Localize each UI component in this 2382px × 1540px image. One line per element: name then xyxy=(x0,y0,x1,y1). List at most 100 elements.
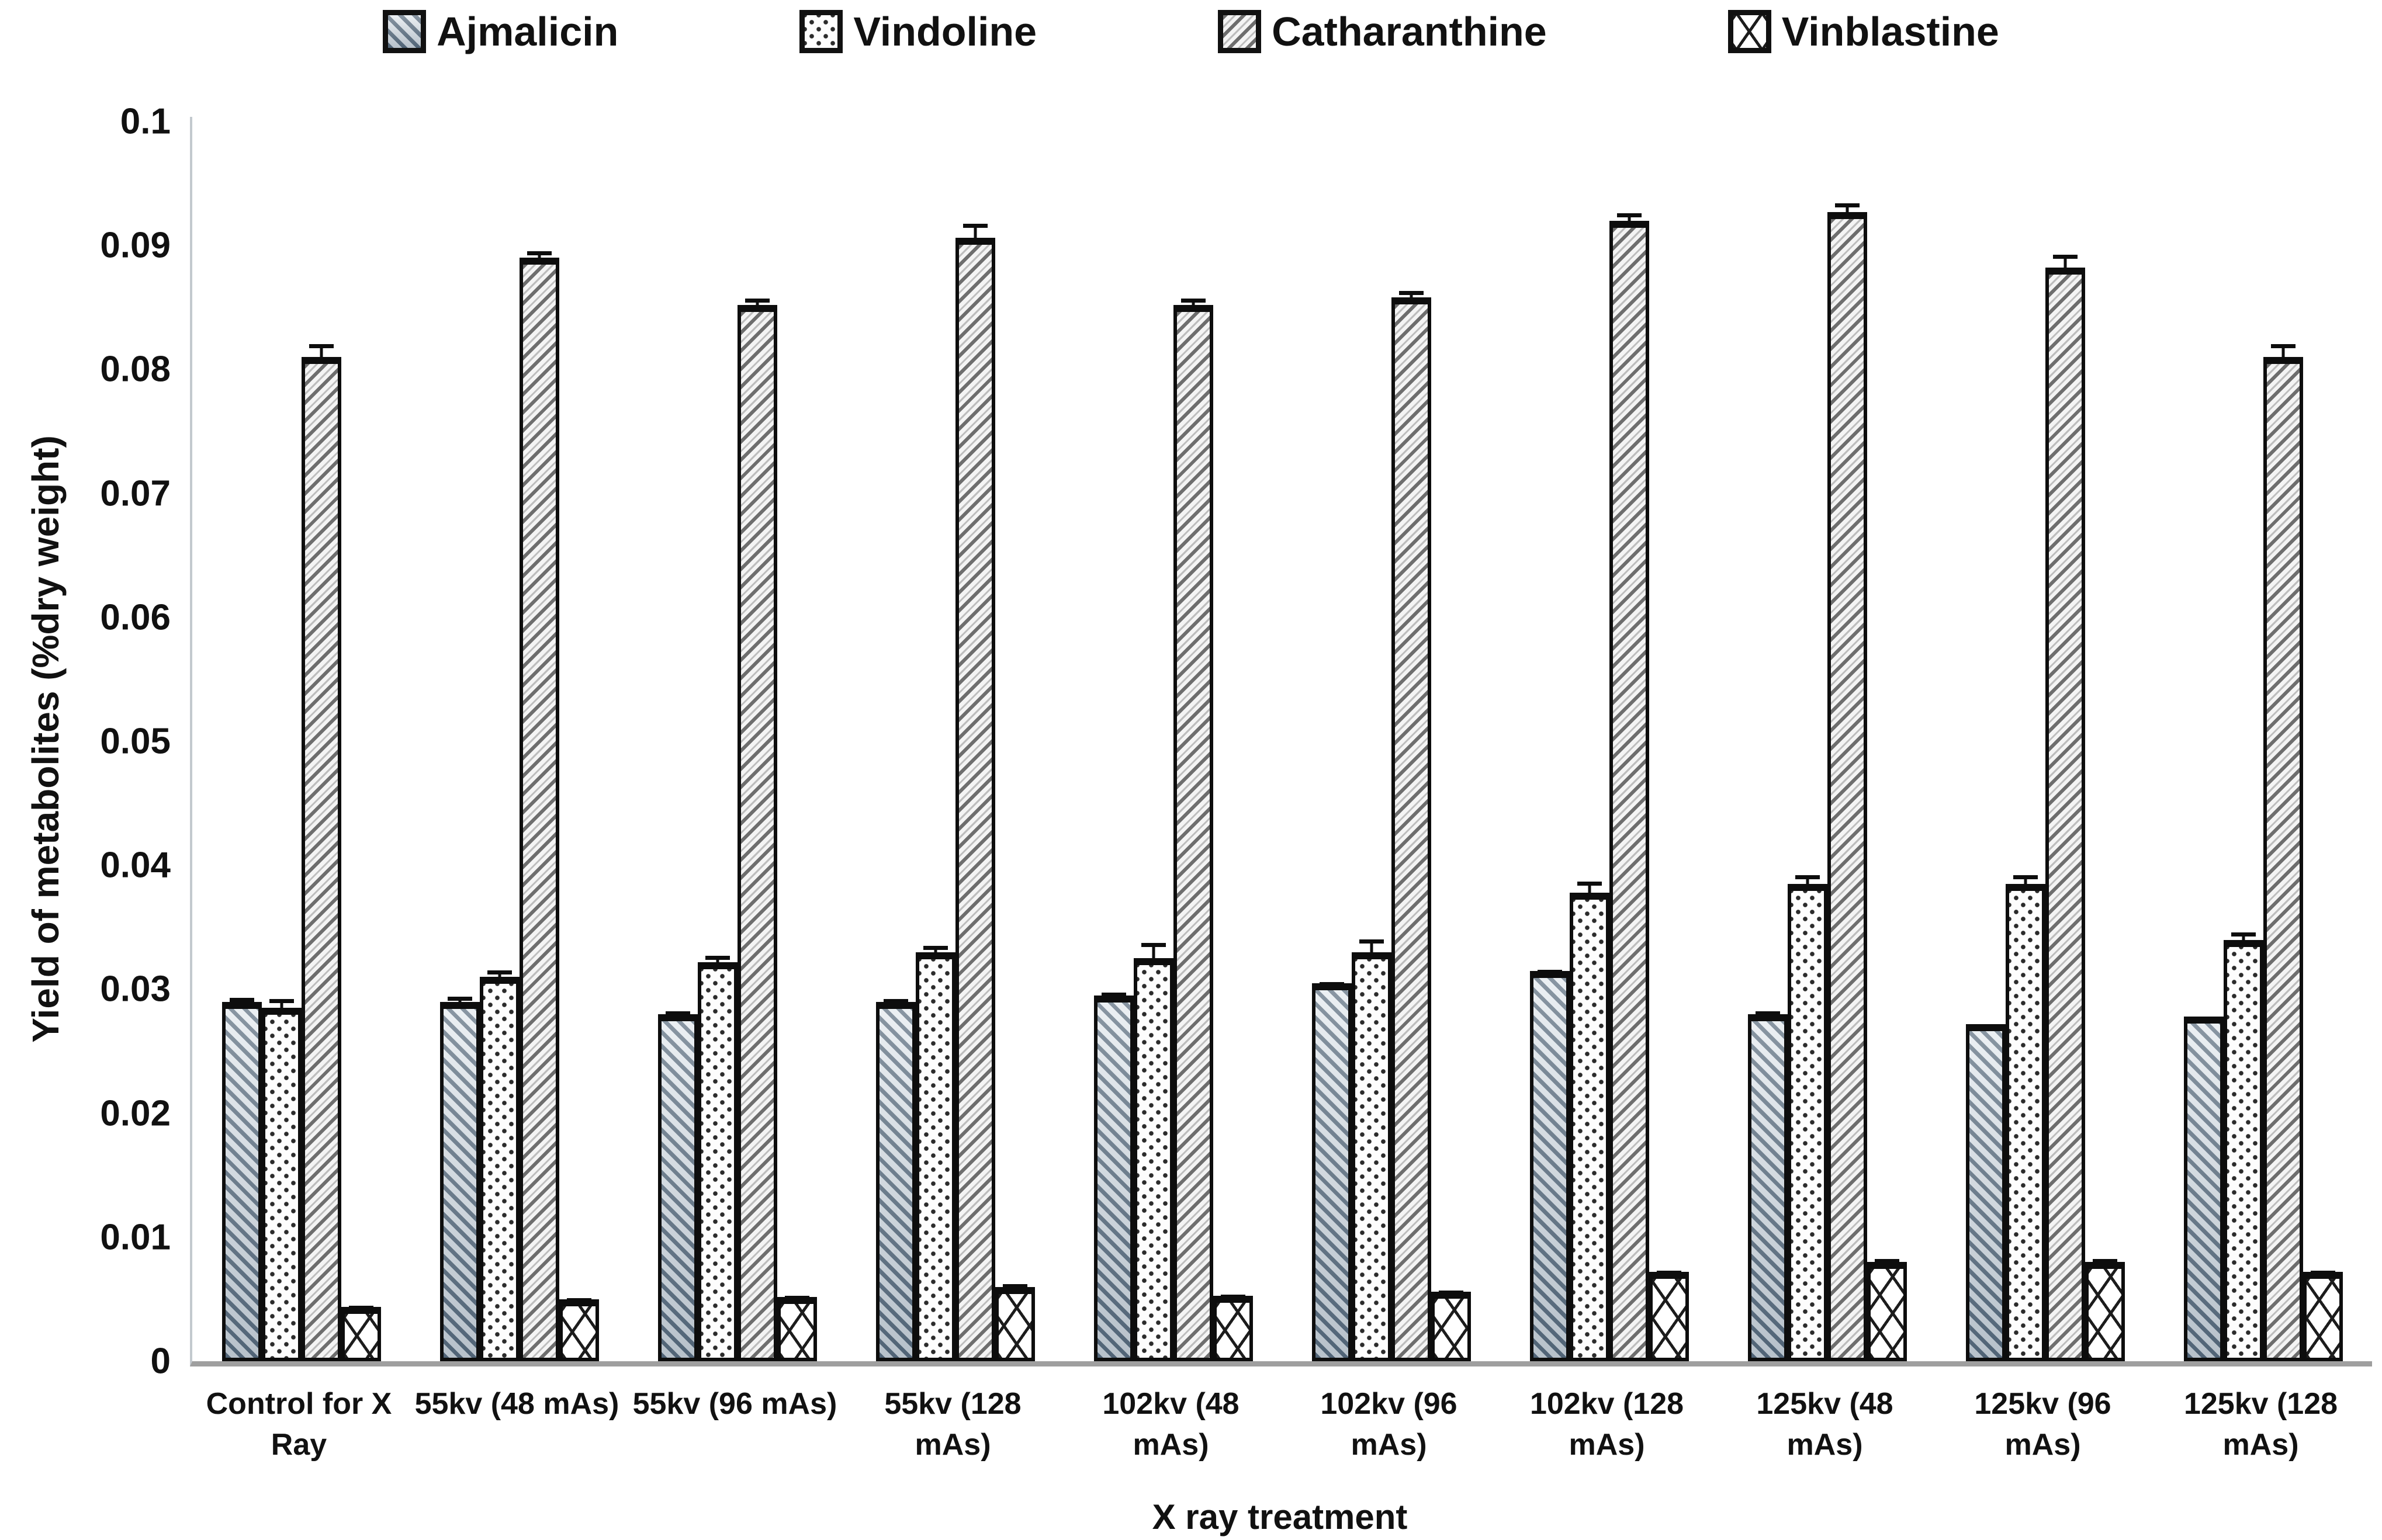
vindoline-bar xyxy=(2005,875,2045,1361)
error-bar-cap xyxy=(2270,344,2296,348)
error-bar-stem xyxy=(934,949,937,959)
error-bar-stem xyxy=(1370,943,1373,959)
vinblastine-bar xyxy=(777,1296,817,1361)
y-tick-label: 0.01 xyxy=(100,1217,171,1258)
error-bar-cap xyxy=(1795,875,1820,879)
error-bar-stem xyxy=(1330,986,1333,990)
ajmalicin-bar xyxy=(1747,1011,1788,1361)
y-tick-label: 0 xyxy=(150,1341,171,1382)
error-bar xyxy=(2191,1017,2216,1024)
y-tick-label: 0.1 xyxy=(120,101,171,142)
error-bar-stem xyxy=(538,255,541,265)
error-bar xyxy=(229,998,254,1009)
error-bar-cap xyxy=(1398,291,1424,295)
error-bar-stem xyxy=(1410,294,1412,304)
error-bar-stem xyxy=(1588,885,1591,900)
x-category-label: 102kv (48 mAs) xyxy=(1102,1387,1240,1462)
error-bar-cap xyxy=(487,970,512,974)
error-bar-cap xyxy=(784,1296,809,1300)
error-bar-cap xyxy=(1141,943,1166,947)
error-bar xyxy=(2270,344,2296,364)
error-bar-stem xyxy=(577,1302,580,1306)
error-bar xyxy=(487,970,512,984)
error-bar-cap xyxy=(2191,1017,2216,1021)
catharanthine-bar xyxy=(1391,291,1431,1361)
error-bar xyxy=(269,999,294,1015)
error-bar xyxy=(309,344,334,364)
error-bar-stem xyxy=(795,1299,798,1304)
error-bar-stem xyxy=(1013,1288,1016,1294)
error-bar xyxy=(1577,882,1602,900)
error-bar xyxy=(1319,982,1344,990)
bar-group xyxy=(410,117,628,1361)
error-bar-cap xyxy=(1616,213,1642,217)
error-bar xyxy=(1795,875,1820,891)
vindoline-bar xyxy=(2223,932,2263,1361)
error-bar-cap xyxy=(1656,1271,1681,1275)
vindoline-bar xyxy=(915,946,955,1361)
error-bar-stem xyxy=(756,302,759,312)
vinblastine-bar xyxy=(2303,1271,2343,1361)
legend-label: Vinblastine xyxy=(1781,9,1999,54)
error-bar xyxy=(1002,1284,1027,1294)
legend-label: Ajmalicin xyxy=(437,9,619,54)
legend-item-vinblastine: Vinblastine xyxy=(1727,8,1999,55)
error-bar xyxy=(923,946,948,959)
y-tick-label: 0.04 xyxy=(100,845,171,886)
x-category-label: 125kv (48 mAs) xyxy=(1756,1387,1893,1462)
y-tick-label: 0.08 xyxy=(100,349,171,390)
error-bar xyxy=(1616,213,1642,228)
vindoline-bar xyxy=(1787,875,1827,1361)
x-category-label: 55kv (48 mAs) xyxy=(414,1387,619,1421)
bar-group xyxy=(1500,117,1718,1361)
catharanthine-bar xyxy=(1827,203,1867,1361)
legend-item-vindoline: Vindoline xyxy=(799,8,1037,55)
x-category-label: 102kv (96 mAs) xyxy=(1320,1387,1457,1462)
error-bar-cap xyxy=(705,956,730,960)
error-bar-cap xyxy=(1180,299,1206,303)
error-bar-stem xyxy=(2064,258,2066,275)
error-bar-cap xyxy=(1537,970,1562,974)
error-bar-cap xyxy=(348,1306,373,1310)
error-bar-stem xyxy=(359,1309,362,1314)
error-bar xyxy=(665,1011,690,1021)
error-bar-stem xyxy=(1231,1298,1234,1303)
bar-group xyxy=(1718,117,1936,1361)
vinblastine-bar xyxy=(2085,1259,2125,1361)
error-bar-stem xyxy=(676,1015,679,1021)
ajmalicin-bar xyxy=(1965,1024,2006,1361)
chart-legend: Ajmalicin Vindoline Catharanthine Vinblasti… xyxy=(0,8,2382,55)
error-bar-stem xyxy=(1885,1262,1888,1269)
error-bar-cap xyxy=(309,344,334,348)
vindoline-bar xyxy=(1351,939,1391,1361)
y-tick-label: 0.03 xyxy=(100,969,171,1010)
error-bar xyxy=(2092,1259,2117,1269)
error-bar-stem xyxy=(1112,996,1115,1003)
error-bar-cap xyxy=(2231,932,2256,937)
bar-group xyxy=(1064,117,1282,1361)
error-bar xyxy=(1755,1011,1780,1021)
bar-group xyxy=(1282,117,1500,1361)
vindoline-bar xyxy=(261,999,302,1361)
x-category-label: 102kv (128 mAs) xyxy=(1529,1387,1684,1462)
error-bar-cap xyxy=(2310,1271,2335,1275)
error-bar-cap xyxy=(1002,1284,1027,1288)
error-bar-cap xyxy=(2092,1259,2117,1263)
error-bar xyxy=(745,299,770,312)
error-bar xyxy=(2310,1271,2335,1279)
error-bar xyxy=(527,251,552,265)
ajmalicin-bar xyxy=(2183,1017,2224,1361)
vinblastine-bar xyxy=(341,1306,381,1361)
error-bar-stem xyxy=(1449,1294,1452,1299)
plot-area xyxy=(190,117,2372,1366)
x-category-label: 125kv (128 mAs) xyxy=(2183,1387,2338,1462)
vinblastine-bar xyxy=(1431,1291,1471,1361)
error-bar-stem xyxy=(2024,879,2027,891)
error-bar-cap xyxy=(447,997,472,1001)
ajmalicin-swatch-icon xyxy=(383,10,427,53)
vinblastine-swatch-icon xyxy=(1727,10,1771,53)
error-bar-cap xyxy=(566,1298,591,1302)
error-bar-cap xyxy=(2013,875,2038,879)
vindoline-swatch-icon xyxy=(799,10,843,53)
ajmalicin-bar xyxy=(657,1011,698,1361)
